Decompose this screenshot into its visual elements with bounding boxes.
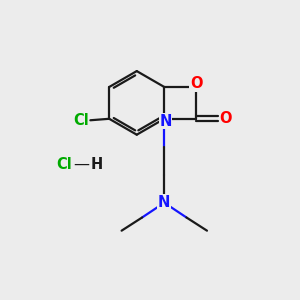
Text: Cl: Cl [57,157,73,172]
Text: —: — [73,157,89,172]
Text: H: H [91,157,103,172]
Text: O: O [190,76,202,91]
Text: Cl: Cl [73,113,88,128]
Text: N: N [159,114,172,129]
Text: O: O [219,111,232,126]
Text: N: N [158,195,170,210]
